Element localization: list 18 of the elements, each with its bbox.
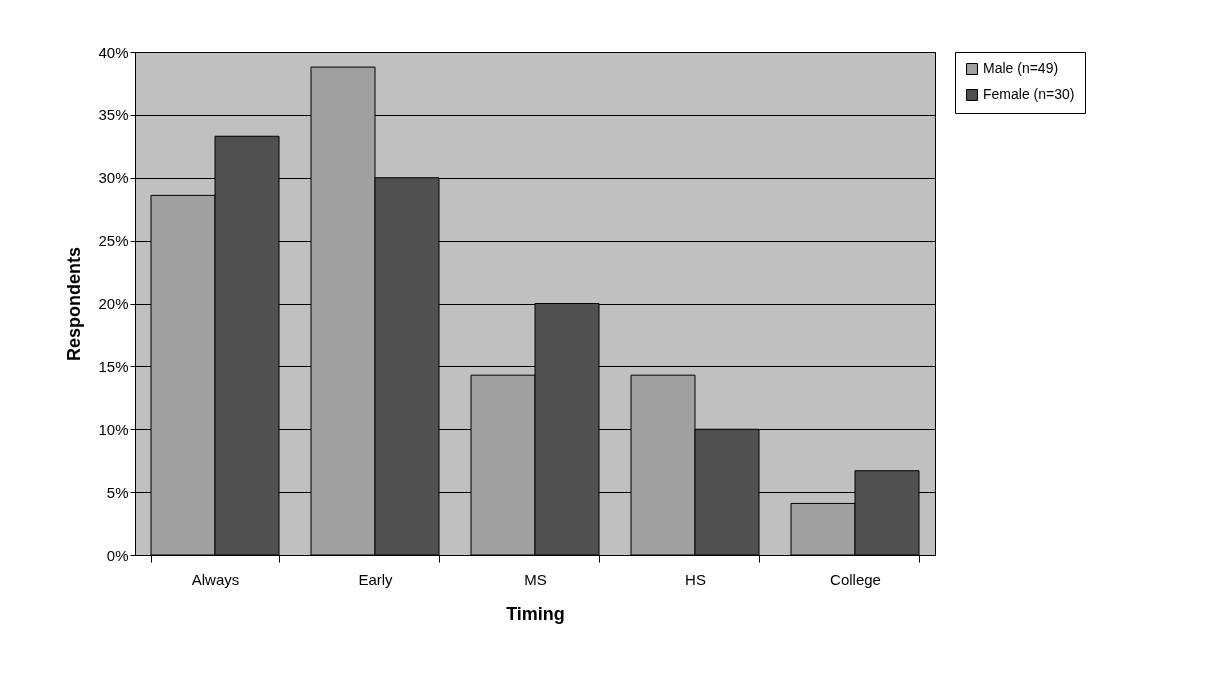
y-tick-label: 10%: [98, 420, 129, 438]
y-axis-title: Respondents: [64, 246, 85, 362]
x-tick-label: Always: [191, 570, 240, 588]
y-tick-label: 30%: [98, 169, 129, 187]
x-tick-label: HS: [685, 570, 706, 588]
legend-label: Male (n=49): [983, 60, 1059, 76]
y-tick-label: 0%: [106, 546, 129, 564]
x-tick-label: MS: [524, 570, 547, 588]
y-tick-label: 35%: [98, 106, 129, 124]
y-tick-label: 5%: [106, 483, 129, 501]
y-tick-label: 40%: [98, 43, 129, 61]
y-tick-label: 20%: [98, 295, 129, 312]
x-axis-title: Timing: [506, 603, 565, 624]
x-tick-label: College: [830, 570, 881, 588]
y-tick-label: 25%: [98, 232, 129, 250]
legend-label: Female (n=30): [983, 86, 1075, 102]
x-tick-label: Early: [358, 570, 394, 588]
y-tick-label: 15%: [98, 357, 129, 375]
